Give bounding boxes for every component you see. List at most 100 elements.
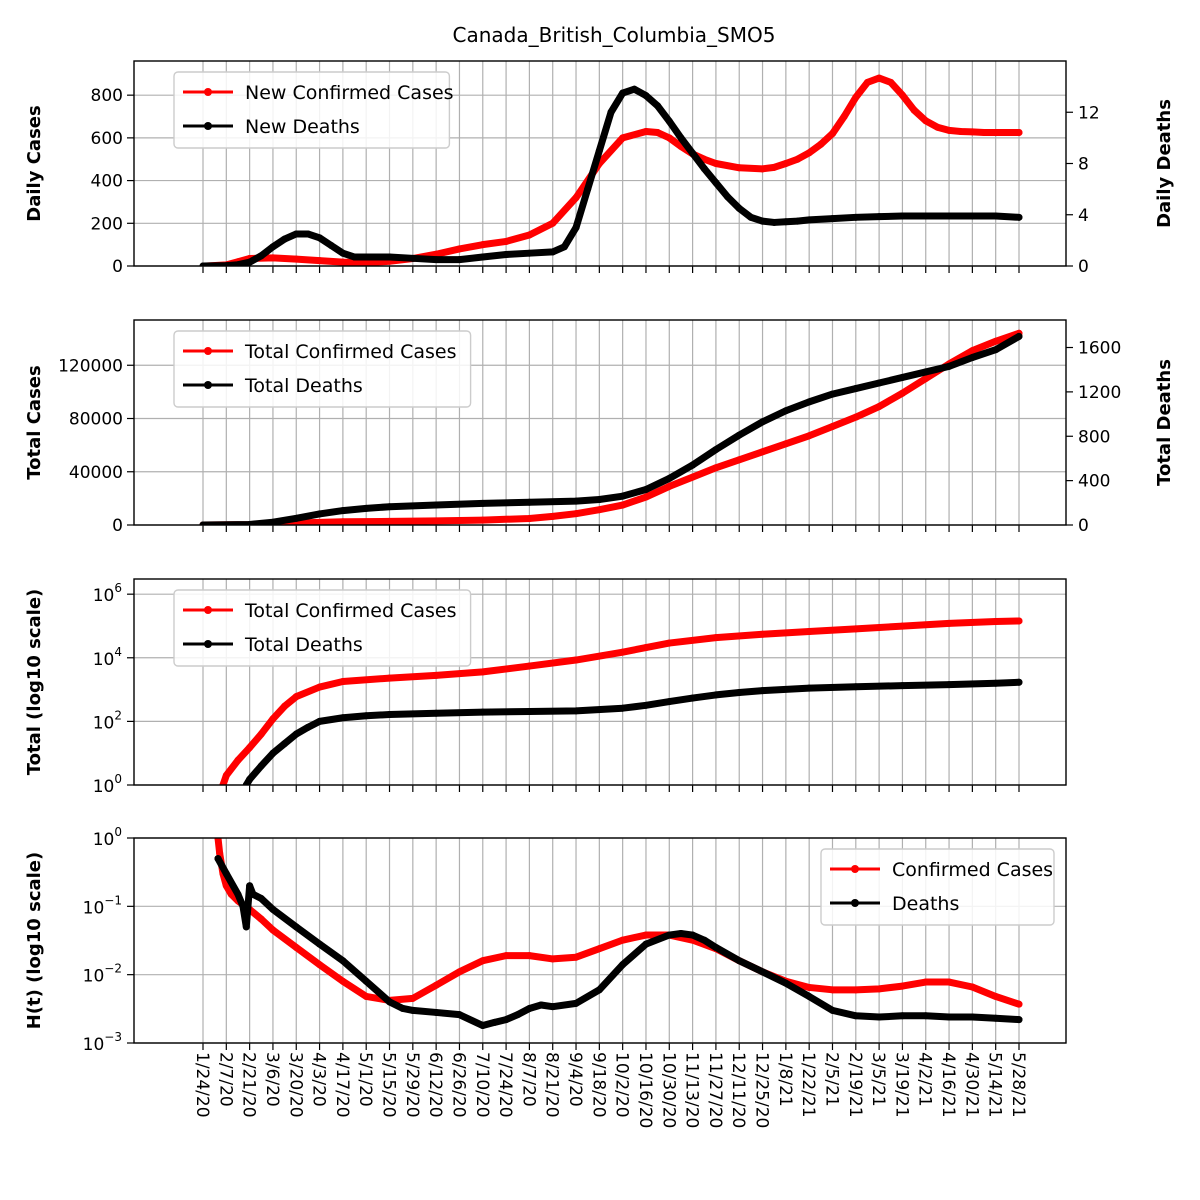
data-point [619,648,627,656]
data-point [828,390,836,398]
data-point [269,243,277,251]
y-tick-label: 800 [91,86,123,106]
data-point [304,723,312,731]
data-point [898,91,906,99]
data-point [242,923,250,931]
data-point [502,237,510,245]
data-point [980,129,988,137]
data-point [222,882,230,890]
data-point [246,882,254,890]
data-point [887,78,895,86]
data-point [875,213,883,221]
data-point [689,694,697,702]
y-tick-label: 40000 [69,463,123,483]
x-tick-label: 4/16/21 [938,1052,958,1118]
data-point [712,446,720,454]
data-point [572,707,580,715]
data-point [642,931,650,939]
y2-axis-label: Daily Deaths [1154,99,1175,228]
data-point [292,730,300,738]
x-tick-label: 6/12/20 [425,1052,445,1118]
data-point [619,704,627,712]
x-tick-label: 10/2/20 [612,1052,632,1118]
data-point [584,185,592,193]
x-tick-label: 2/19/21 [845,1052,865,1118]
data-point [479,253,487,261]
plot-frame [133,837,1067,1044]
x-tick-label: 3/6/20 [262,1052,282,1107]
legend-label: Confirmed Cases [892,859,1053,881]
data-point [525,231,533,239]
data-point [992,1014,1000,1022]
data-point [805,149,813,157]
y-tick-label: 106 [93,581,122,606]
data-point [700,936,708,944]
data-point [479,516,487,524]
y-tick-label: 10−3 [83,1030,122,1055]
data-point [432,501,440,509]
x-tick-label: 3/5/21 [868,1052,888,1107]
data-point [642,127,650,135]
data-point [292,514,300,522]
y-tick-label: 200 [91,214,123,234]
data-point [712,179,720,187]
data-point [549,248,557,256]
data-point [805,216,813,224]
data-point [852,625,860,633]
data-point [304,230,312,238]
legend: Total Confirmed Cases Total Deaths [173,589,472,667]
data-point [712,634,720,642]
data-point [455,256,463,264]
data-point [316,257,324,265]
data-point [269,715,277,723]
y-tick-label: 102 [93,708,122,733]
data-point [281,235,289,243]
data-point [549,219,557,227]
data-point [409,1006,417,1014]
data-point [992,129,1000,137]
data-point [805,684,813,692]
data-point [759,687,767,695]
y2-tick-label: 12 [1078,103,1100,123]
data-point [700,165,708,173]
data-point [432,1008,440,1016]
data-point [875,74,883,82]
data-point [840,113,848,121]
data-point [409,994,417,1002]
data-point [945,362,953,370]
data-point [386,674,394,682]
data-point [214,838,222,842]
data-point [269,518,277,525]
data-point [805,992,813,1000]
data-point [770,218,778,226]
plot-frame [133,319,1067,526]
data-point [735,164,743,172]
x-tick-label: 11/13/20 [682,1052,702,1128]
data-point [957,127,965,135]
data-point [724,193,732,201]
data-point [992,618,1000,626]
data-point [455,968,463,976]
data-point [316,961,324,969]
data-point [817,140,825,148]
x-tick-label: 4/17/20 [332,1052,352,1118]
data-point [281,702,289,710]
data-point [968,1013,976,1021]
data-point [269,254,277,262]
data-point [689,931,697,939]
data-point [572,656,580,664]
x-tick-labels: 1/24/20 2/7/20 2/21/20 3/6/20 3/20/20 4/3/20 4… [192,1052,1028,1128]
data-point [945,681,953,689]
x-tick-label: 9/4/20 [565,1052,585,1107]
data-point [968,128,976,136]
data-point [560,243,568,251]
y-axis-label: H(t) (log10 scale) [24,852,45,1030]
data-point [782,160,790,167]
data-point [712,160,720,167]
x-tick-label: 7/10/20 [472,1052,492,1118]
data-point [525,1004,533,1012]
data-point [805,983,813,991]
data-point [898,1012,906,1020]
data-point [386,710,394,718]
data-point [642,644,650,652]
